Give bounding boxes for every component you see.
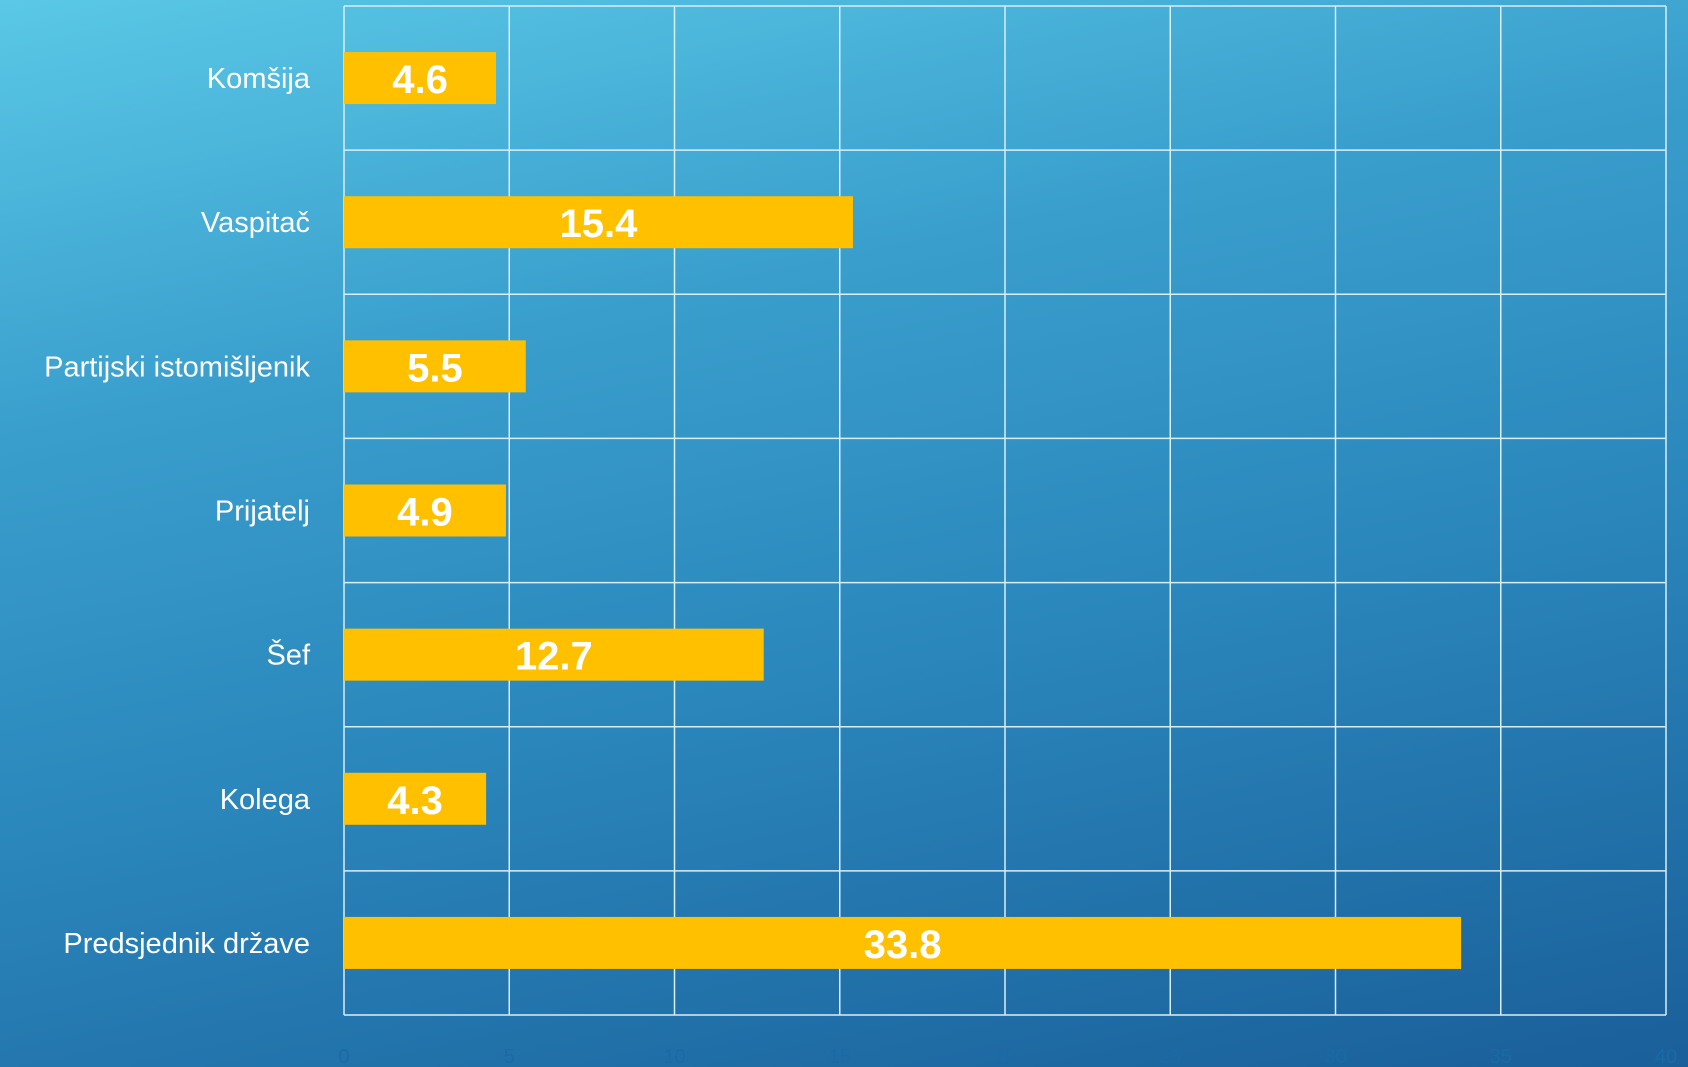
x-tick-label: 15	[829, 1046, 851, 1067]
x-tick-label: 5	[504, 1046, 515, 1067]
bar	[344, 196, 853, 249]
x-tick-label: 20	[994, 1046, 1016, 1067]
chart-grid	[343, 5, 1667, 1016]
bar	[344, 772, 487, 825]
bar	[344, 628, 764, 681]
bar-value-label: 5.5	[407, 346, 463, 390]
category-label: Kolega	[220, 784, 311, 816]
category-label: Partijski istomišljenik	[44, 351, 310, 383]
value-labels: 4.6 15.4 5.5 4.9 12.7 4.3 33.8	[387, 58, 941, 967]
bar-value-label: 12.7	[515, 635, 593, 679]
x-tick-label: 35	[1490, 1046, 1512, 1067]
bar-value-label: 4.9	[397, 491, 453, 535]
bar-value-label: 4.6	[392, 58, 448, 102]
x-tick-label: 40	[1655, 1046, 1677, 1067]
chart-bars	[344, 52, 1462, 969]
category-label: Prijatelj	[215, 496, 310, 528]
bar-value-label: 15.4	[560, 202, 639, 246]
x-tick-label: 10	[663, 1046, 685, 1067]
category-label: Vaspitač	[201, 207, 310, 239]
category-label: Šef	[266, 638, 310, 672]
x-tick-label: 30	[1324, 1046, 1346, 1067]
x-tick-label: 25	[1159, 1046, 1181, 1067]
x-tick-label: 0	[338, 1046, 349, 1067]
bar	[344, 916, 1462, 969]
category-label: Predsjednik države	[63, 928, 310, 960]
bar	[344, 484, 506, 537]
bar	[344, 340, 526, 393]
category-label: Komšija	[207, 63, 311, 95]
bar	[344, 52, 497, 105]
x-axis-tick-labels: 0 5 10 15 20 25 30 35 40	[338, 1046, 1677, 1067]
bar-value-label: 4.3	[387, 779, 443, 823]
category-labels: Komšija Vaspitač Partijski istomišljenik Pr…	[44, 63, 311, 960]
bar-value-label: 33.8	[864, 923, 942, 967]
